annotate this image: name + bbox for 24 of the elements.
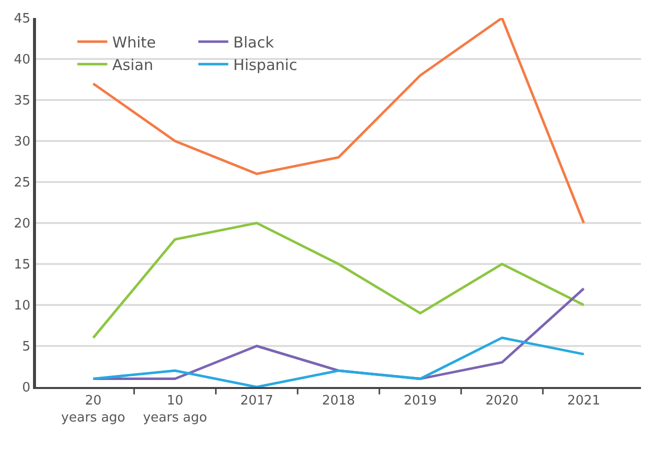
x-tick-label: 2017 (240, 394, 274, 409)
line-series (92, 336, 586, 387)
y-tick-label: 35 (14, 94, 30, 109)
y-tick-label: 30 (14, 134, 30, 150)
y-tick-label: 0 (22, 380, 30, 396)
x-tick-label: 20 years ago (61, 394, 126, 426)
legend-label: Black (233, 33, 274, 52)
legend-label: Asian (112, 56, 154, 74)
y-tick-label: 10 (14, 298, 30, 314)
y-tick-label: 15 (14, 258, 30, 273)
x-tick-label: 2018 (322, 394, 356, 409)
y-tick-label: 5 (22, 340, 30, 355)
x-tick-label: 2020 (485, 394, 519, 409)
x-tick-label: 2021 (567, 394, 600, 409)
y-tick-label: 20 (14, 216, 30, 232)
y-tick-label: 25 (14, 176, 30, 191)
legend-label: White (112, 33, 156, 52)
x-tick-label: 10 years ago (142, 394, 208, 426)
y-tick-label: 45 (14, 12, 30, 27)
line-series (92, 18, 586, 224)
y-tick-label: 40 (14, 52, 30, 68)
x-tick-label: 2019 (404, 394, 437, 409)
line-series (92, 222, 586, 340)
legend-label: Hispanic (233, 56, 298, 74)
